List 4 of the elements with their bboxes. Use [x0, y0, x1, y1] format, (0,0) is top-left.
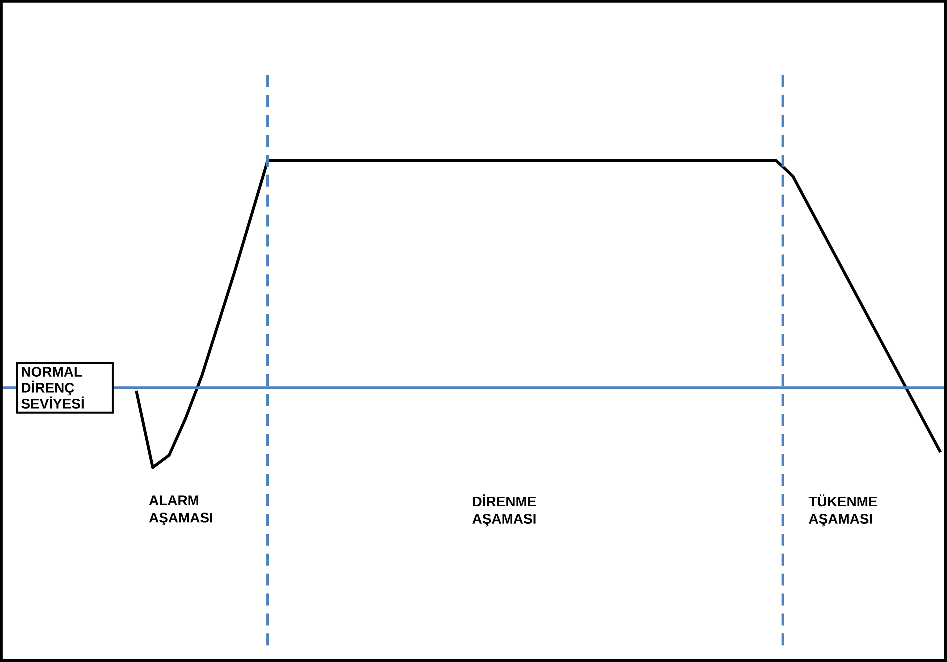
text: DİRENME AŞAMASI: [472, 494, 536, 527]
ref-line-label: NORMAL DİRENÇ SEVİYESİ: [22, 366, 84, 409]
text: ALARM AŞAMASI: [149, 496, 212, 526]
text: TÜKENME AŞAMASI: [808, 494, 878, 526]
